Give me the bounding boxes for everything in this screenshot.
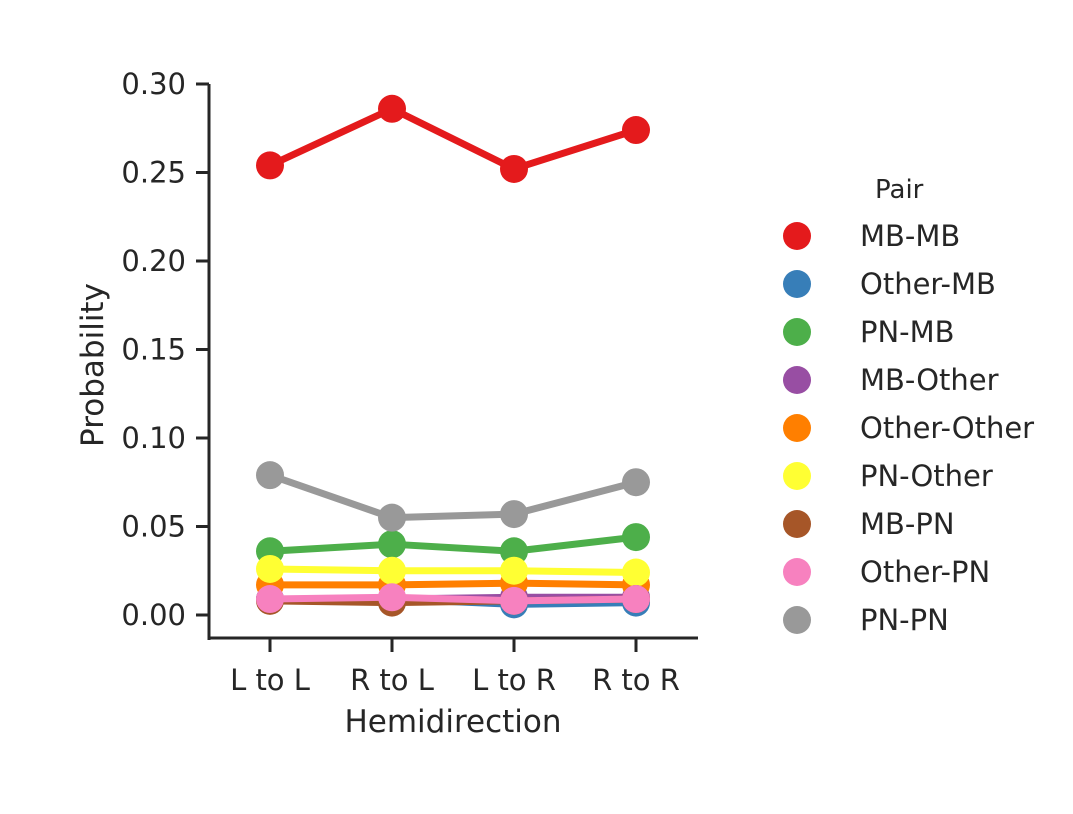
series-line [266,533,640,555]
series-line [266,593,640,605]
x-axis-title: Hemidirection [344,704,561,740]
legend-item: MB-MB [783,219,960,253]
legend-marker [783,414,811,442]
legend-item: MB-Other [783,363,999,397]
series-other-pn [256,583,650,615]
series-line [266,471,640,522]
legend-label: PN-Other [860,459,993,493]
legend-label: PN-MB [860,315,955,349]
legend-marker [783,366,811,394]
data-point [256,554,284,583]
data-point [378,530,406,559]
legend-label: MB-MB [860,219,960,253]
data-point [378,94,406,123]
y-tick-label: 0.00 [121,598,186,632]
y-tick-label: 0.20 [121,244,186,278]
data-point [622,523,650,552]
legend-item: Other-Other [783,411,1034,445]
y-tick-label: 0.10 [121,421,186,455]
legend-item: PN-MB [783,315,955,349]
axes [207,84,698,640]
legend-item: PN-Other [783,459,993,493]
data-point [500,556,528,585]
data-point [500,500,528,529]
legend-item: PN-PN [783,603,949,637]
legend-marker [783,462,811,490]
legend-marker [783,318,811,346]
y-tick-label: 0.05 [121,509,186,543]
legend-label: Other-Other [860,411,1034,445]
legend-title: Pair [875,175,924,205]
data-point [622,468,650,497]
data-point [500,537,528,566]
legend-label: Other-MB [860,267,996,301]
legend-marker [783,606,811,634]
data-point [378,583,406,612]
legend-label: Other-PN [860,555,990,589]
legend-marker [783,270,811,298]
series-pn-other [256,554,650,587]
series-layer [256,94,650,619]
legend-label: MB-PN [860,507,955,541]
legend-marker [783,558,811,586]
legend: Pair MB-MB Other-MB PN-MB MB-Other Other-Oth… [783,175,1034,637]
legend-item: Other-MB [783,267,996,301]
legend-item: MB-PN [783,507,955,541]
legend-label: MB-Other [860,363,999,397]
y-ticks: 0.00 0.05 0.10 0.15 0.20 0.25 0.30 [121,67,209,632]
series-pn-pn [256,461,650,532]
x-ticks: L to L R to L L to R R to R [230,638,680,697]
x-tick-label: R to L [350,663,434,697]
legend-marker [783,510,811,538]
y-tick-label: 0.25 [121,155,186,189]
data-point [256,585,284,614]
legend-label: PN-PN [860,603,949,637]
y-axis-title: Probability [75,283,111,447]
data-point [500,586,528,615]
data-point [378,503,406,532]
data-point [622,585,650,614]
data-point [256,461,284,490]
data-point [378,556,406,585]
x-tick-label: R to R [592,663,680,697]
series-line [266,579,640,589]
series-line [266,565,640,577]
data-point [622,558,650,587]
legend-marker [783,222,811,250]
data-point [622,116,650,145]
series-pn-mb [256,523,650,566]
x-tick-label: L to R [472,663,556,697]
legend-item: Other-PN [783,555,990,589]
y-tick-label: 0.15 [121,332,186,366]
y-tick-label: 0.30 [121,67,186,101]
data-point [500,154,528,183]
x-tick-label: L to L [230,663,310,697]
series-line [266,105,640,173]
data-point [256,151,284,180]
series-mb-mb [256,94,650,183]
